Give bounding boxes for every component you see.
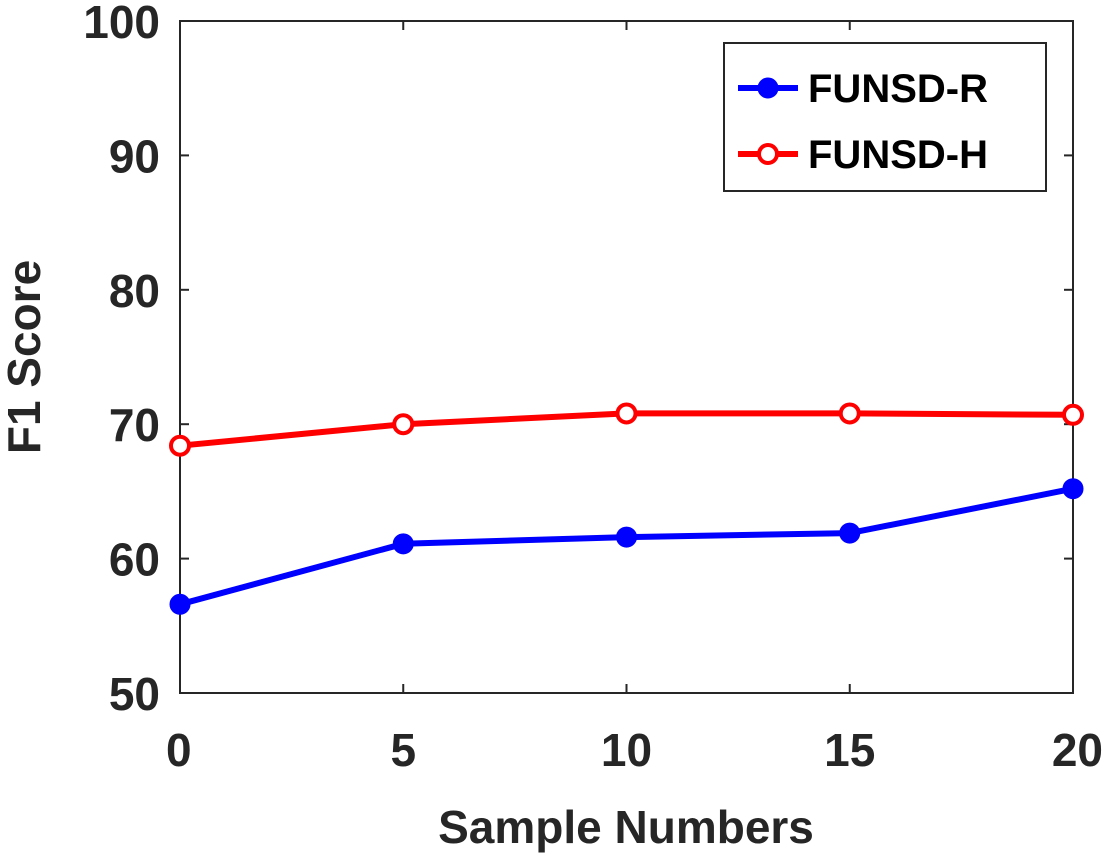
y-axis-title: F1 Score [0, 260, 50, 454]
tick-marks [179, 20, 1074, 694]
legend-marker-funsd-h [757, 143, 779, 165]
data-point-funsd-r [616, 526, 637, 548]
x-tick-labels: 0 5 10 15 20 [166, 724, 1103, 776]
data-point-funsd-h [169, 434, 191, 457]
data-point-funsd-h [392, 413, 415, 436]
x-tick-label: 10 [601, 724, 652, 776]
x-axis-title: Sample Numbers [438, 801, 814, 853]
y-tick-label: 50 [109, 668, 160, 720]
legend-label-funsd-h: FUNSD-H [808, 133, 988, 177]
data-point-funsd-h [838, 402, 861, 425]
data-point-funsd-h [1062, 403, 1084, 426]
x-tick-label: 15 [824, 724, 875, 776]
x-tick-label: 5 [390, 724, 416, 776]
y-tick-label: 100 [83, 0, 160, 48]
data-point-funsd-r [169, 593, 191, 615]
legend-label-funsd-r: FUNSD-R [808, 67, 988, 111]
y-tick-labels: 50 60 70 80 90 100 [83, 0, 160, 720]
x-tick-label: 0 [166, 724, 192, 776]
data-point-funsd-r [1062, 478, 1084, 500]
legend: FUNSD-R FUNSD-H [723, 42, 1047, 192]
y-tick-label: 90 [109, 130, 160, 182]
series-layer [169, 402, 1084, 615]
y-tick-label: 70 [109, 399, 160, 451]
legend-marker-funsd-r [757, 77, 779, 99]
y-tick-label: 60 [109, 534, 160, 586]
legend-box [723, 42, 1047, 192]
data-point-funsd-h [615, 402, 638, 425]
y-tick-label: 80 [109, 265, 160, 317]
data-point-funsd-r [392, 533, 414, 555]
data-point-funsd-r [839, 522, 861, 544]
x-tick-label: 20 [1052, 724, 1103, 776]
